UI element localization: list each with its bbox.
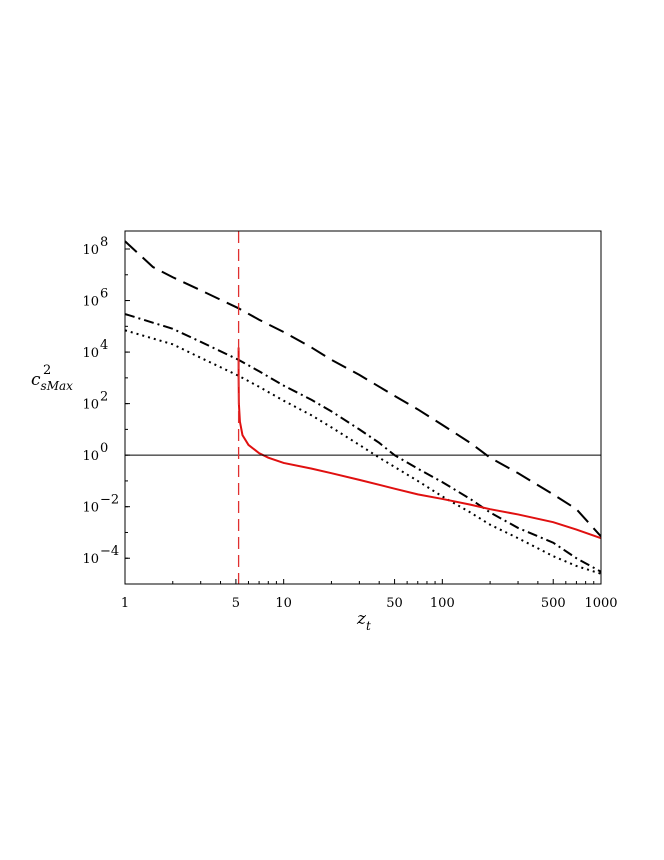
x-tick-label: 10 xyxy=(275,596,292,611)
y-tick-label: 10 xyxy=(82,295,99,310)
y-tick-label: 10 xyxy=(82,398,99,413)
y-tick-label: 10 xyxy=(82,346,99,361)
x-tick-label: 100 xyxy=(430,596,455,611)
y-tick-label: 10 xyxy=(82,449,99,464)
y-tick-exponent: −4 xyxy=(100,544,119,559)
x-tick-label: 5 xyxy=(232,596,240,611)
y-tick-label: 10 xyxy=(82,552,99,567)
x-tick-label: 500 xyxy=(541,596,566,611)
y-tick-exponent: 4 xyxy=(100,338,108,353)
x-tick-label: 1 xyxy=(121,596,129,611)
series-dashed-line xyxy=(125,240,601,538)
x-axis-title-base: z xyxy=(356,609,367,629)
y-tick-label: 10 xyxy=(82,501,99,516)
y-tick-exponent: 2 xyxy=(100,390,108,405)
y-tick-exponent: 6 xyxy=(100,287,108,302)
y-tick-label: 10 xyxy=(82,243,99,258)
y-axis-title: csMax xyxy=(31,370,73,393)
series-layer xyxy=(125,240,601,575)
y-axis-title-subscript: sMax xyxy=(41,379,74,393)
x-tick-label: 1000 xyxy=(584,596,617,611)
series-solid-line xyxy=(237,347,601,540)
series-dashdot-line xyxy=(125,313,601,573)
x-tick-label: 50 xyxy=(386,596,403,611)
reference-lines xyxy=(125,231,601,584)
y-axis-title-superscript: 2 xyxy=(43,363,51,378)
x-axis-title-subscript: t xyxy=(366,619,371,633)
y-tick-exponent: 8 xyxy=(100,235,108,250)
x-axis-title: zt xyxy=(356,609,371,633)
y-axis-title-base: c xyxy=(31,370,41,390)
y-tick-exponent: −2 xyxy=(100,493,119,508)
plot-frame xyxy=(124,230,602,585)
y-tick-exponent: 0 xyxy=(100,441,108,456)
series-dotted-line xyxy=(125,329,601,575)
